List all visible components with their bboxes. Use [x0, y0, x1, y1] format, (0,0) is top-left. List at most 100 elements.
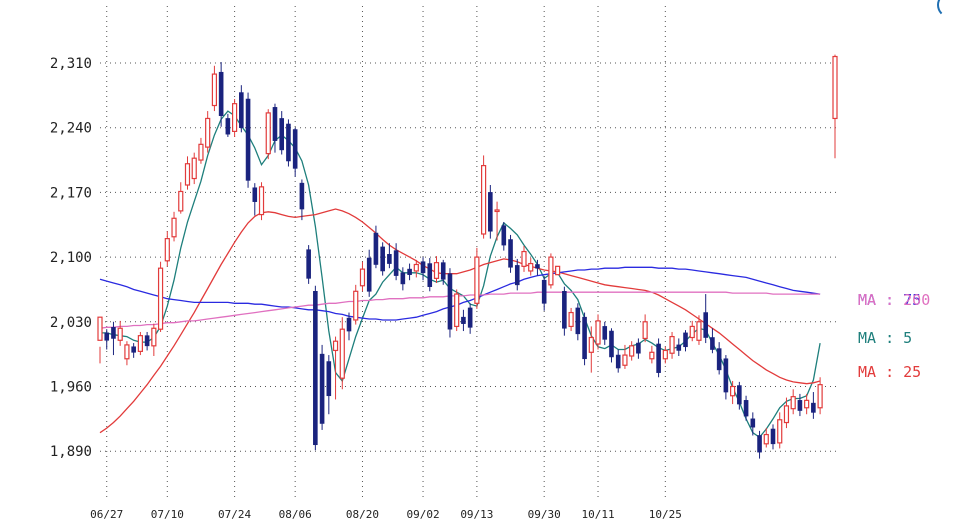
candle-body: [137, 335, 143, 352]
candle: [454, 289, 460, 332]
candle-body: [642, 321, 648, 340]
candle-body: [763, 433, 769, 445]
candle-body: [454, 293, 460, 328]
candle-body: [790, 396, 796, 410]
candle: [743, 395, 749, 421]
candle-body: [555, 265, 561, 276]
candle-body: [696, 321, 702, 341]
candle: [656, 338, 661, 378]
candle: [400, 267, 406, 291]
candle: [420, 257, 426, 281]
candle: [575, 303, 581, 341]
candle: [514, 258, 520, 291]
candle-body: [832, 55, 838, 120]
candle: [649, 345, 655, 364]
candle: [380, 242, 385, 276]
candle: [501, 221, 507, 251]
candle-body: [548, 256, 554, 286]
candle: [488, 185, 493, 239]
candle: [467, 303, 473, 334]
candle-body: [750, 418, 756, 428]
candle: [245, 92, 251, 188]
candle: [151, 323, 157, 356]
candle-body: [433, 262, 440, 279]
candle-body: [171, 217, 177, 238]
candle-body: [676, 344, 682, 351]
candle: [332, 336, 339, 400]
candle-body: [427, 263, 433, 287]
candle-body: [332, 340, 339, 352]
candle: [427, 258, 433, 292]
candle-body: [447, 273, 453, 330]
x-tick-label: 09/02: [406, 508, 439, 521]
candle: [710, 328, 715, 354]
candle-body: [353, 290, 359, 321]
candle: [407, 263, 412, 281]
candle: [723, 355, 729, 400]
candle: [286, 119, 291, 167]
legend-label: MA : 200: [858, 291, 930, 309]
x-tick-label: 10/11: [581, 508, 614, 521]
candle: [817, 377, 823, 415]
candle-body: [420, 261, 426, 274]
candle-body: [313, 290, 318, 446]
candle-body: [191, 157, 197, 180]
candle-body: [535, 264, 540, 269]
candle-body: [178, 190, 184, 212]
candle-body: [157, 267, 164, 330]
candle: [131, 343, 136, 358]
candle: [258, 182, 265, 221]
candle: [306, 245, 311, 284]
candle-body: [777, 419, 783, 444]
candle-body: [615, 354, 621, 369]
x-tick-label: 08/20: [346, 508, 379, 521]
candle-body: [467, 307, 473, 328]
candle: [205, 111, 211, 153]
candle-body: [97, 316, 103, 341]
candle-body: [440, 262, 446, 280]
candle-body: [211, 73, 218, 107]
legend-label: MA : 25: [858, 363, 921, 381]
candle: [555, 265, 561, 276]
candle-body: [359, 268, 366, 287]
candle: [662, 346, 668, 364]
candle: [447, 268, 453, 338]
candle-body: [568, 311, 574, 328]
ma-line: [100, 110, 821, 439]
candle-body: [319, 353, 325, 424]
candle-body: [461, 316, 466, 324]
candle: [689, 320, 695, 342]
candle: [171, 211, 177, 242]
candle-body: [144, 335, 150, 347]
candle-body: [393, 250, 399, 276]
candle: [541, 276, 547, 311]
candle-body: [757, 435, 762, 453]
x-tick-label: 07/10: [151, 508, 184, 521]
candle: [433, 256, 440, 283]
candle-body: [595, 320, 601, 345]
candle: [609, 328, 614, 363]
ma-line: [99, 266, 821, 321]
candle: [629, 341, 635, 361]
candle-body: [783, 405, 790, 424]
candle-body: [730, 385, 736, 397]
y-tick-label: 2,240: [50, 121, 92, 137]
candle-body: [588, 336, 594, 353]
candle: [117, 320, 123, 346]
candle: [757, 430, 762, 459]
candle-body: [387, 254, 392, 264]
candle: [366, 249, 372, 297]
candle: [319, 344, 325, 430]
candle-body: [124, 344, 130, 360]
candle: [232, 99, 238, 137]
candle: [359, 261, 366, 292]
candle-body: [494, 209, 500, 213]
candle-body: [804, 399, 810, 409]
candle: [683, 330, 688, 352]
candle: [104, 329, 110, 350]
candle: [770, 424, 776, 450]
gridlines: [100, 6, 838, 500]
candle-body: [541, 279, 547, 304]
candle: [602, 321, 608, 345]
